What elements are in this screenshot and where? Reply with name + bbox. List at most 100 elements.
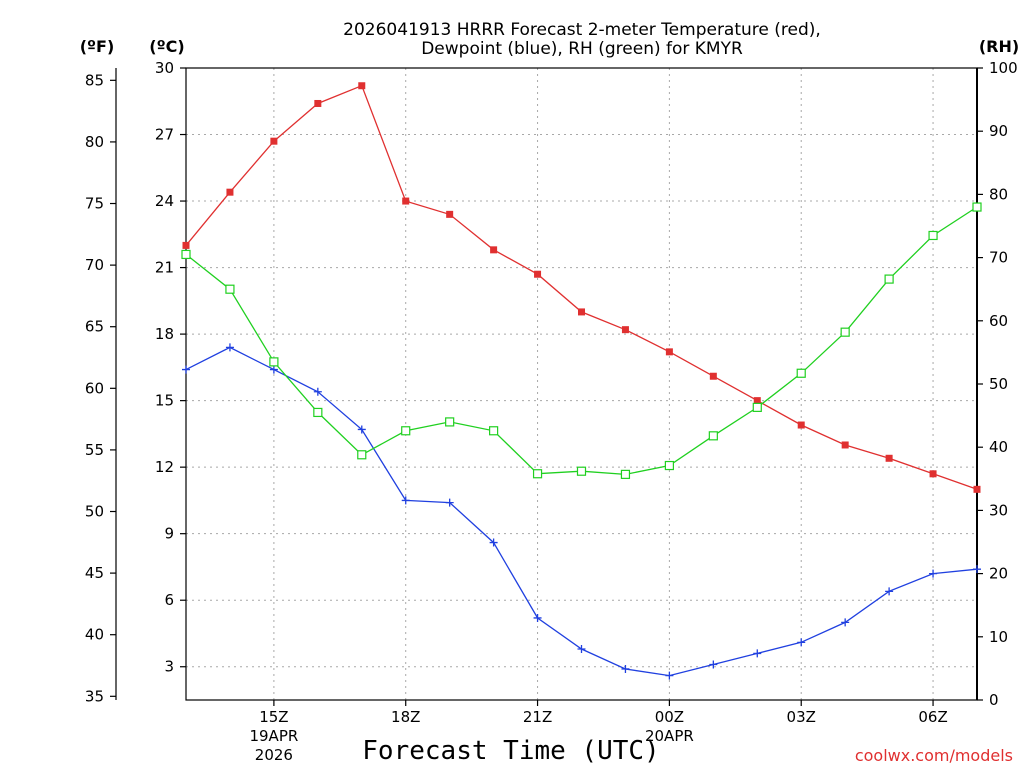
rh-tick-label: 60 <box>989 312 1008 330</box>
celsius-tick-label: 12 <box>155 458 174 476</box>
celsius-tick-label: 30 <box>155 59 174 77</box>
dewpoint-point <box>533 613 542 622</box>
x-tick-label: 21Z <box>523 708 552 726</box>
rh-tick-label: 20 <box>989 565 1008 583</box>
rh-point <box>928 230 938 241</box>
fahrenheit-tick-label: 40 <box>85 626 104 644</box>
temperature-point <box>226 188 234 196</box>
rh-tick-label: 90 <box>989 122 1008 140</box>
fahrenheit-tick-label: 70 <box>85 256 104 274</box>
x-tick-label: 00Z <box>655 708 684 726</box>
dewpoint-point <box>489 538 498 547</box>
temperature-point <box>753 397 761 405</box>
rh-point <box>532 469 543 479</box>
fahrenheit-unit-label: (ºF) <box>80 37 115 56</box>
rh-point <box>664 460 674 471</box>
rh-point <box>620 469 631 479</box>
dewpoint-point <box>753 649 762 658</box>
temperature-point <box>270 137 278 145</box>
celsius-tick-label: 3 <box>164 658 174 676</box>
temperature-series <box>182 82 981 493</box>
celsius-tick-label: 21 <box>155 259 174 277</box>
celsius-tick-label: 6 <box>164 591 174 609</box>
dewpoint-point <box>313 387 322 396</box>
temperature-line <box>185 84 978 490</box>
rh-point <box>489 426 499 436</box>
temperature-point <box>182 241 190 249</box>
rh-point <box>840 327 850 337</box>
dewpoint-point <box>621 664 630 673</box>
fahrenheit-tick-label: 75 <box>85 195 104 213</box>
rh-point <box>269 357 279 367</box>
dewpoint-point <box>973 565 981 574</box>
dewpoint-point <box>885 587 894 596</box>
x-tick-label: 18Z <box>391 708 420 726</box>
temperature-point <box>973 485 981 493</box>
data-series <box>181 82 982 680</box>
rh-point <box>313 407 323 418</box>
temperature-point <box>358 82 366 90</box>
rh-point <box>884 274 894 284</box>
fahrenheit-tick-label: 45 <box>85 564 104 582</box>
celsius-tick-label: 27 <box>155 126 174 144</box>
temperature-point <box>841 441 849 449</box>
temperature-point <box>709 372 717 380</box>
fahrenheit-tick-label: 35 <box>85 687 104 705</box>
temperature-point <box>797 421 805 429</box>
rh-tick-label: 10 <box>989 628 1008 646</box>
temperature-point <box>314 99 322 107</box>
dewpoint-point <box>357 425 366 434</box>
rh-point <box>225 284 235 294</box>
celsius-tick-label: 9 <box>164 525 174 543</box>
dewpoint-point <box>445 498 454 507</box>
rh-series <box>181 202 982 479</box>
dewpoint-point <box>182 365 190 374</box>
temperature-point <box>446 210 454 218</box>
rh-tick-label: 70 <box>989 249 1008 267</box>
rh-point <box>181 249 191 260</box>
x-tick-label: 06Z <box>918 708 947 726</box>
rh-point <box>972 202 982 212</box>
fahrenheit-tick-label: 50 <box>85 503 104 521</box>
rh-point <box>357 450 367 460</box>
chart-title-line-1: 2026041913 HRRR Forecast 2-meter Tempera… <box>343 20 821 40</box>
x-tick-date-label: 20APR <box>645 727 694 745</box>
dewpoint-series <box>182 343 981 680</box>
temperature-point <box>665 348 673 356</box>
celsius-unit-label: (ºC) <box>149 37 184 56</box>
rh-tick-label: 50 <box>989 375 1008 393</box>
rh-point <box>401 426 411 436</box>
rh-tick-label: 40 <box>989 438 1008 456</box>
rh-tick-label: 30 <box>989 501 1008 519</box>
celsius-tick-label: 18 <box>155 325 174 343</box>
celsius-tick-label: 24 <box>155 192 174 210</box>
dewpoint-point <box>665 671 674 680</box>
temperature-point <box>490 246 498 254</box>
fahrenheit-tick-label: 55 <box>85 441 104 459</box>
rh-unit-label: (RH) <box>979 37 1019 56</box>
dewpoint-point <box>929 569 938 578</box>
fahrenheit-tick-label: 80 <box>85 133 104 151</box>
rh-tick-label: 100 <box>989 59 1018 77</box>
grid-lines <box>186 68 977 700</box>
dewpoint-point <box>269 365 278 374</box>
dewpoint-point <box>797 638 806 647</box>
plot-frame <box>185 67 978 701</box>
temperature-point <box>885 454 893 462</box>
temperature-point <box>621 326 629 334</box>
dewpoint-point <box>401 496 410 505</box>
x-tick-label: 03Z <box>787 708 816 726</box>
x-tick-label: 15Z <box>259 708 288 726</box>
dewpoint-point <box>225 343 234 352</box>
rh-line <box>185 206 978 476</box>
dewpoint-point <box>577 644 586 653</box>
rh-tick-label: 0 <box>989 691 999 709</box>
dewpoint-point <box>841 618 850 627</box>
rh-point <box>796 368 806 378</box>
fahrenheit-tick-label: 85 <box>85 71 104 89</box>
temperature-point <box>929 470 937 478</box>
x-tick-year-label: 2026 <box>255 746 293 764</box>
temperature-point <box>402 197 410 205</box>
celsius-tick-label: 15 <box>155 392 174 410</box>
